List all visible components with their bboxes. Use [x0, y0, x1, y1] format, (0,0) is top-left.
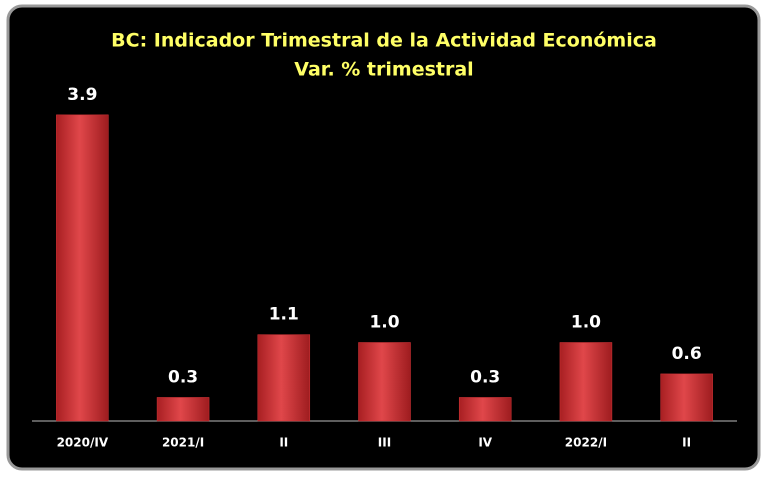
x-tick-label: 2021/I [162, 436, 204, 450]
bar [458, 397, 512, 422]
value-label: 0.6 [672, 344, 702, 364]
value-label: 1.1 [269, 305, 299, 325]
value-label: 0.3 [470, 367, 500, 387]
value-label: 1.0 [369, 313, 399, 333]
x-tick-label: 2022/I [565, 436, 607, 450]
x-tick-label: 2020/IV [57, 436, 109, 450]
bar [56, 114, 109, 422]
bar [257, 334, 311, 422]
x-tick-label: III [378, 436, 391, 450]
value-label: 3.9 [67, 85, 97, 105]
bar [660, 373, 713, 422]
x-tick-label: II [279, 436, 288, 450]
value-label: 0.3 [168, 367, 198, 387]
x-tick-label: II [682, 436, 691, 450]
value-label: 1.0 [571, 313, 601, 333]
chart-title: BC: Indicador Trimestral de la Actividad… [111, 30, 657, 52]
bar [559, 342, 613, 422]
chart-subtitle: Var. % trimestral [294, 59, 473, 81]
bar [156, 397, 210, 422]
x-tick-label: IV [478, 436, 492, 450]
bar [358, 342, 411, 422]
